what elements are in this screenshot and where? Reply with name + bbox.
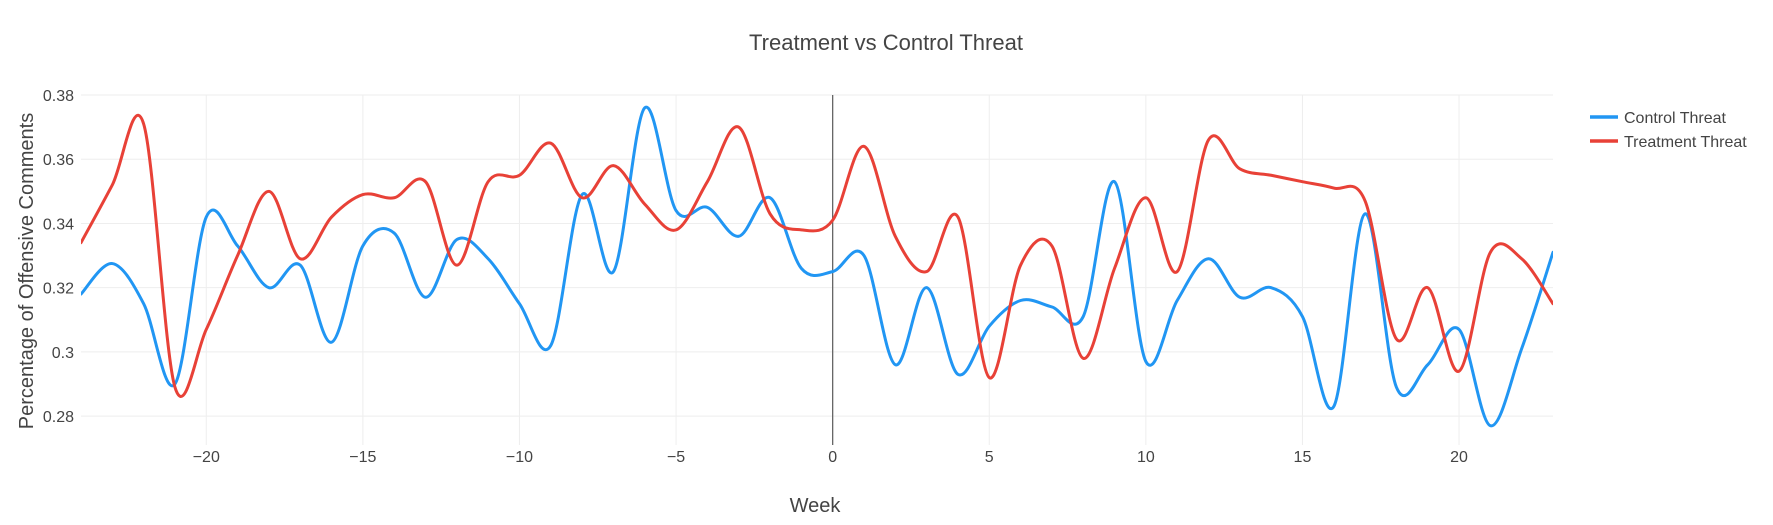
y-tick-label: 0.36 xyxy=(43,152,74,169)
series-lines xyxy=(81,105,1553,428)
y-tick-label: 0.3 xyxy=(52,345,74,362)
legend-label: Treatment Threat xyxy=(1624,134,1747,151)
x-tick-label: −10 xyxy=(506,449,533,466)
y-tick-label: 0.28 xyxy=(43,409,74,426)
y-tick-label: 0.38 xyxy=(43,88,74,105)
x-tick-label: 15 xyxy=(1294,449,1312,466)
y-tick-label: 0.34 xyxy=(43,216,74,233)
y-axis-title: Percentage of Offensive Comments xyxy=(16,113,38,429)
x-tick-label: −20 xyxy=(193,449,220,466)
x-tick-label: 10 xyxy=(1137,449,1155,466)
x-tick-label: 5 xyxy=(985,449,994,466)
series-line-treatment-threat xyxy=(81,113,1553,398)
x-tick-label: −5 xyxy=(667,449,685,466)
x-tick-label: 20 xyxy=(1450,449,1468,466)
legend-item-control-threat[interactable]: Control Threat xyxy=(1590,110,1727,127)
legend-item-treatment-threat[interactable]: Treatment Threat xyxy=(1590,134,1747,151)
x-axis-title: Week xyxy=(790,495,842,517)
series-line-control-threat xyxy=(81,105,1553,428)
legend[interactable]: Control Threat Treatment Threat xyxy=(1590,110,1747,151)
x-tick-label: −15 xyxy=(349,449,376,466)
x-axis-ticks: −20 −15 −10 −5 0 5 10 15 20 xyxy=(193,449,1468,466)
x-tick-label: 0 xyxy=(828,449,837,466)
y-tick-label: 0.32 xyxy=(43,281,74,298)
y-axis-ticks: 0.28 0.3 0.32 0.34 0.36 0.38 xyxy=(43,88,74,426)
chart-title: Treatment vs Control Threat xyxy=(749,30,1023,55)
legend-label: Control Threat xyxy=(1624,110,1727,127)
